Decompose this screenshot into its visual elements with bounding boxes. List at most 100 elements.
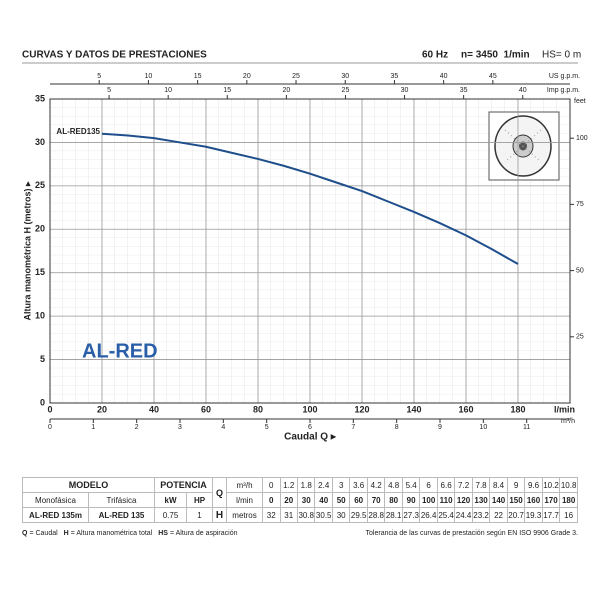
table-cell: 8.4 — [489, 477, 508, 493]
top-unit: US g.p.m. — [549, 73, 580, 80]
bottom-tick-label: 0 — [48, 424, 52, 431]
x-tick-label: 20 — [97, 404, 107, 414]
plot-frame — [49, 98, 571, 404]
curve-label: AL-RED135 — [56, 127, 100, 136]
chart: CURVAS Y DATOS DE PRESTACIONES 60 Hz n= … — [22, 50, 588, 443]
table-cell: 17.7 — [541, 507, 561, 523]
table-cell: 100 — [419, 492, 438, 508]
table-cell: 1.2 — [279, 477, 298, 493]
top-tick-label: 35 — [460, 87, 468, 94]
table-cell: 31 — [279, 507, 298, 523]
top-tick-label: 10 — [164, 87, 172, 94]
table-cell: 6.6 — [436, 477, 456, 493]
x-axis-label: Caudal Q ▸ — [284, 432, 337, 443]
top-tick-label: 5 — [107, 87, 111, 94]
legend-text: = Altura de aspiración — [169, 530, 238, 537]
power-header: POTENCIA — [153, 477, 214, 493]
top-tick-label: 40 — [519, 87, 527, 94]
bottom-tick-label: 1 — [91, 424, 95, 431]
bottom-tick-label: 7 — [351, 424, 355, 431]
y-tick-label: 25 — [35, 180, 45, 190]
table-cell: 28.1 — [384, 507, 403, 523]
footer-legend: Q = Caudal H = Altura manométrica total HS = … — [22, 530, 244, 537]
bottom-tick-label: 4 — [221, 424, 225, 431]
top-tick-label: 45 — [489, 73, 497, 80]
legend-symbol: Q — [22, 530, 28, 537]
m3h-unit: m³/h — [226, 477, 264, 493]
y2-tick-label: 100 — [576, 135, 588, 142]
y-tick-label: 20 — [35, 224, 45, 234]
table-cell: 20.7 — [506, 507, 526, 523]
table-cell: 110 — [436, 492, 456, 508]
bottom-tick-label: 2 — [135, 424, 139, 431]
power-cell: 0.75 — [154, 507, 187, 523]
table-cell: 20 — [279, 492, 298, 508]
table-cell: 60 — [349, 492, 368, 508]
top-tick-label: 20 — [243, 73, 251, 80]
sub-header: Trifásica — [88, 492, 155, 508]
header-freq: 60 Hz — [422, 50, 448, 61]
pump-curve — [101, 132, 519, 265]
table-cell: 150 — [506, 492, 526, 508]
power-cell: 1 — [185, 507, 214, 523]
legend-symbol: H — [63, 530, 69, 537]
table-cell: 10.8 — [559, 477, 578, 493]
legend-symbol: HS — [158, 530, 168, 537]
top-tick-label: 15 — [223, 87, 231, 94]
y2-tick-label: 25 — [576, 334, 584, 341]
table-cell: 30 — [296, 492, 316, 508]
table-cell: 27.3 — [401, 507, 421, 523]
table-cell: 26.4 — [419, 507, 438, 523]
top-unit: Imp g.p.m. — [547, 87, 580, 94]
x-tick-label: 60 — [201, 404, 211, 414]
table-cell: 7.8 — [471, 477, 491, 493]
bottom-tick-label: 5 — [265, 424, 269, 431]
x-tick-label: 0 — [47, 404, 52, 414]
top-tick-label: 30 — [401, 87, 409, 94]
table-cell: 30 — [331, 507, 351, 523]
sub-header: HP — [185, 492, 214, 508]
top-tick-label: 10 — [145, 73, 153, 80]
lmin-unit: l/min — [226, 492, 264, 508]
table-cell: 3 — [331, 477, 351, 493]
table-cell: 40 — [314, 492, 333, 508]
table-cell: 0 — [262, 477, 281, 493]
q-symbol: Q — [212, 477, 228, 508]
table-cell: 30.5 — [314, 507, 333, 523]
table-cell: 180 — [559, 492, 578, 508]
table-cell: 50 — [331, 492, 351, 508]
table-cell: 23.2 — [471, 507, 491, 523]
model-cell: AL-RED 135m — [22, 507, 89, 523]
table-cell: 19.3 — [524, 507, 543, 523]
x-unit: l/min — [554, 404, 575, 414]
table-cell: 80 — [384, 492, 403, 508]
table-cell: 4.2 — [366, 477, 386, 493]
table-cell: 7.2 — [454, 477, 473, 493]
top-tick-label: 30 — [341, 73, 349, 80]
y2-tick-label: 50 — [576, 267, 584, 274]
table-cell: 22 — [489, 507, 508, 523]
table-cell: 16 — [559, 507, 578, 523]
footer-tolerance: Tolerancia de las curvas de prestación s… — [365, 530, 578, 537]
table-cell: 0 — [262, 492, 281, 508]
y-tick-label: 30 — [35, 137, 45, 147]
table-cell: 6 — [419, 477, 438, 493]
bottom-tick-label: 9 — [438, 424, 442, 431]
table-cell: 32 — [262, 507, 281, 523]
y-tick-label: 35 — [35, 93, 45, 103]
y-tick-label: 15 — [35, 267, 45, 277]
model-header: MODELO — [22, 477, 155, 493]
x-tick-label: 160 — [458, 404, 473, 414]
impeller-icon — [488, 111, 560, 181]
y-tick-label: 5 — [40, 354, 45, 364]
table-cell: 9.6 — [524, 477, 543, 493]
bottom-tick-label: 10 — [479, 424, 487, 431]
y2-unit: feet — [574, 98, 586, 105]
y-tick-label: 0 — [40, 397, 45, 407]
h-unit: metros — [226, 507, 264, 523]
y2-tick-label: 75 — [576, 201, 584, 208]
y-axis-label: Altura manométrica H (metros) ▸ — [22, 181, 32, 321]
table-cell: 28.8 — [366, 507, 386, 523]
table-cell: 170 — [541, 492, 561, 508]
